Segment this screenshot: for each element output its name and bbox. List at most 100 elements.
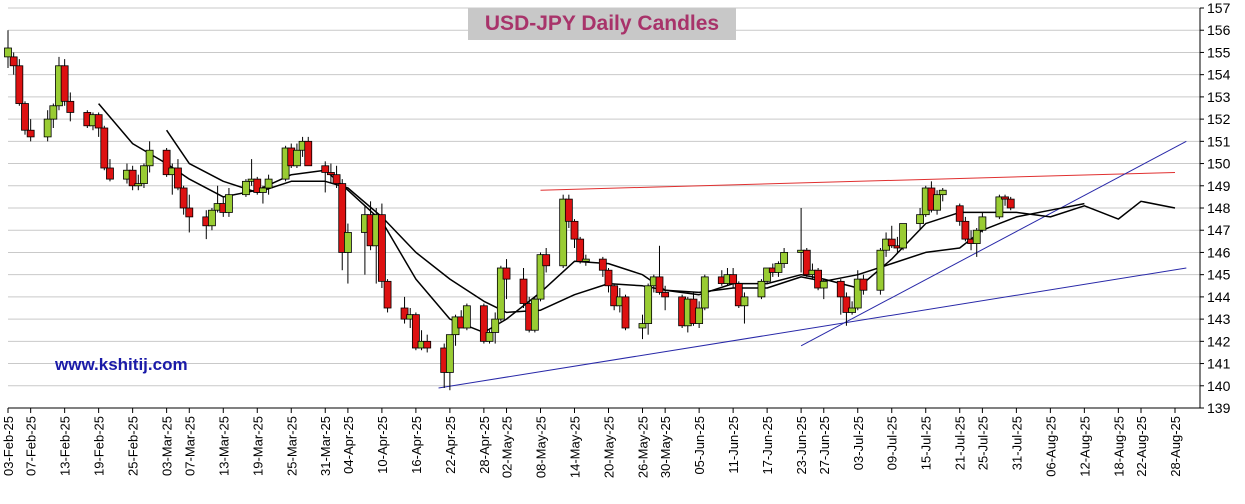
x-tick-label: 04-Apr-25: [341, 416, 356, 474]
y-tick-label: 141: [1207, 356, 1231, 372]
x-tick-label: 12-Aug-25: [1077, 416, 1092, 477]
candle: [43, 110, 52, 142]
candle-body-down: [842, 296, 851, 313]
watermark-link[interactable]: www.kshitij.com: [55, 355, 188, 374]
candle: [848, 301, 856, 315]
candle: [174, 159, 182, 191]
candle: [621, 294, 630, 331]
candle: [819, 279, 828, 300]
y-tick-label: 143: [1207, 311, 1231, 327]
candle-body-up: [559, 198, 568, 267]
candle: [655, 245, 664, 295]
candle: [502, 259, 511, 300]
chart-title-box: USD-JPY Daily Candles: [468, 8, 736, 40]
candle-body-up: [916, 214, 924, 224]
x-axis: 03-Feb-25 07-Feb-25 13-Feb-25 19-Feb-25 25-F…: [1, 407, 1200, 478]
candle: [598, 256, 607, 277]
candle-body-down: [21, 103, 29, 131]
candle: [859, 274, 868, 295]
candle: [134, 174, 143, 191]
candle-body-down: [610, 285, 619, 307]
x-tick-label: 09-Jul-25: [885, 416, 900, 470]
candle: [208, 208, 216, 231]
x-tick-label: 20-May-25: [601, 416, 616, 478]
candle-body-down: [955, 205, 964, 222]
candle: [780, 248, 789, 268]
candle: [21, 101, 29, 135]
candle-body-up: [536, 254, 545, 300]
candle: [814, 268, 823, 291]
candle-body-down: [327, 172, 335, 176]
candle: [899, 223, 907, 251]
candle-body-up: [293, 149, 301, 167]
candle: [916, 208, 924, 231]
candle-body-down: [1006, 198, 1015, 209]
candle-body-up: [259, 187, 267, 193]
candle: [961, 216, 970, 242]
candle-body-up: [938, 189, 947, 196]
candle-body-down: [734, 283, 743, 307]
x-tick-label: 17-Jun-25: [760, 416, 775, 475]
candle-body-up: [462, 305, 471, 329]
candle: [140, 163, 148, 188]
candle: [479, 303, 488, 344]
y-tick-label: 153: [1207, 89, 1231, 105]
x-tick-label: 23-Jun-25: [794, 416, 809, 475]
trendline: [540, 171, 1176, 191]
candle-body-down: [576, 238, 585, 262]
candle: [485, 330, 494, 344]
x-tick-label: 28-Apr-25: [477, 416, 492, 474]
candle-body-down: [564, 198, 573, 222]
x-tick-label: 15-Jul-25: [919, 416, 934, 470]
candle-body-up: [695, 307, 704, 324]
candle: [462, 303, 471, 331]
candle: [774, 261, 783, 277]
candle-body-down: [321, 165, 330, 173]
x-tick-label: 27-Jun-25: [817, 416, 832, 475]
candle: [128, 165, 137, 191]
candle-body-up: [145, 149, 154, 167]
candle: [344, 223, 352, 284]
candle: [264, 174, 273, 195]
x-tick-label: 03-Feb-25: [1, 416, 16, 476]
candle-body-up: [49, 105, 58, 120]
y-tick-label: 147: [1207, 222, 1231, 238]
candle-body-down: [377, 214, 386, 282]
x-tick-label: 08-May-25: [534, 416, 549, 478]
candle: [383, 279, 392, 313]
candle: [1006, 196, 1015, 211]
candle: [400, 296, 409, 324]
candle-body-up: [4, 47, 12, 58]
x-tick-label: 11-Jun-25: [726, 416, 741, 474]
candle-body-down: [66, 100, 75, 113]
x-tick-label: 06-Aug-25: [1043, 416, 1058, 477]
candle: [100, 125, 109, 171]
candle-body-up: [638, 323, 647, 329]
x-tick-label: 19-Feb-25: [92, 416, 107, 476]
candle-body-down: [304, 140, 313, 167]
candle-body-down: [961, 220, 970, 240]
candle: [610, 283, 619, 311]
candle: [162, 148, 171, 177]
x-tick-label: 16-Apr-25: [409, 416, 424, 474]
candle-body-up: [264, 178, 273, 189]
chart-title: USD-JPY Daily Candles: [484, 12, 720, 35]
trendline: [800, 140, 1187, 347]
trendlines: [438, 140, 1187, 389]
candle-body-down: [814, 269, 823, 289]
candle: [259, 185, 267, 204]
candle: [836, 279, 845, 315]
candle-body-up: [242, 180, 250, 196]
candle-body-up: [140, 165, 148, 184]
candle: [445, 334, 454, 391]
candle: [321, 161, 330, 193]
candle: [530, 296, 539, 333]
candle: [338, 179, 347, 271]
y-tick-label: 139: [1207, 400, 1231, 416]
candle: [853, 270, 862, 311]
candle: [802, 248, 811, 277]
candle-body-up: [774, 263, 783, 273]
y-tick-label: 150: [1207, 156, 1231, 172]
candle: [185, 194, 194, 233]
